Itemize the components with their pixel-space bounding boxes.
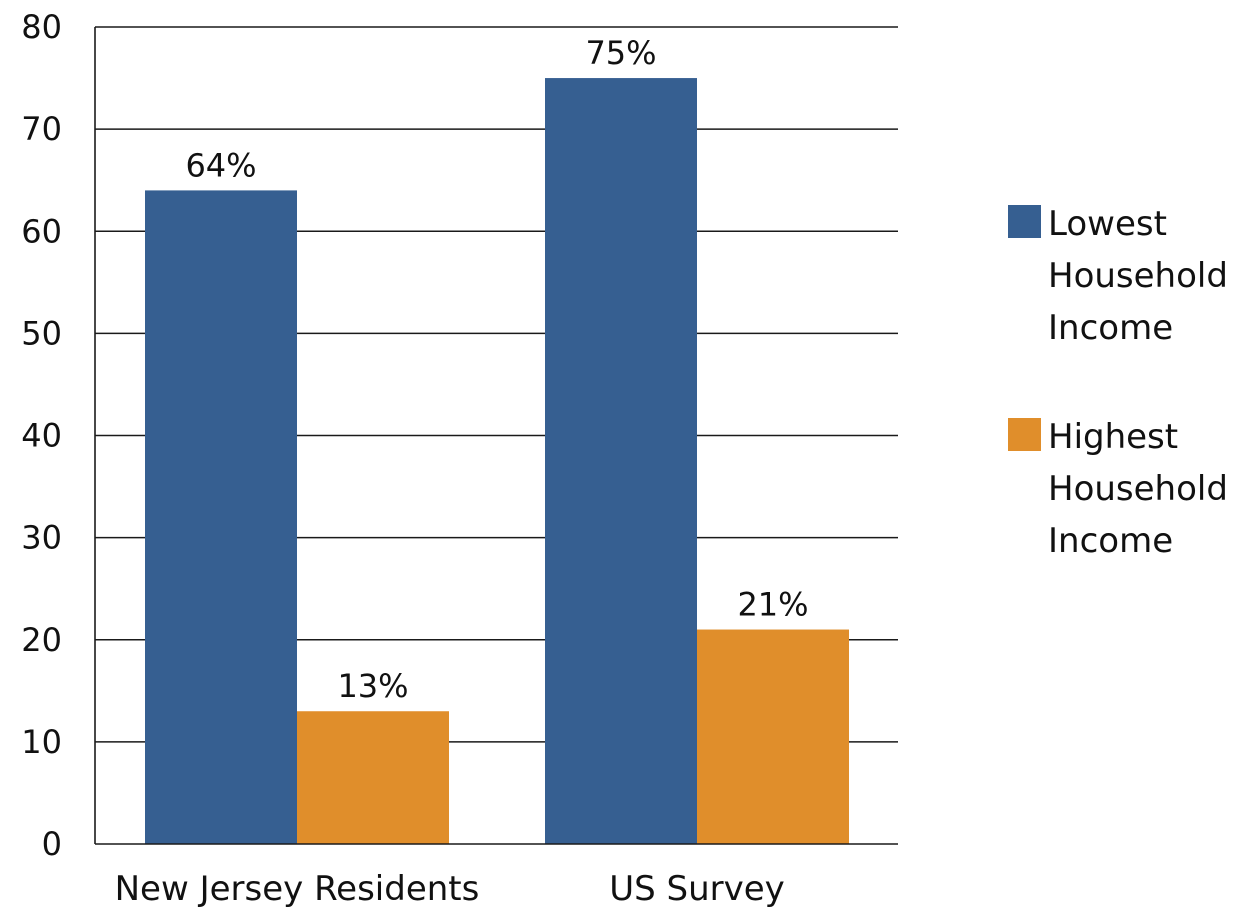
bar-highest-us-survey (697, 629, 849, 844)
legend-label: Income (1048, 521, 1173, 561)
legend-label: Highest (1048, 417, 1178, 457)
bar-highest-new-jersey (297, 711, 449, 844)
bar-value-label: 21% (737, 586, 808, 624)
legend: Lowest Household Income Highest Household Inc… (1008, 204, 1228, 561)
y-tick-label: 20 (21, 621, 62, 659)
x-tick-label: New Jersey Residents (115, 869, 480, 909)
bar-value-label: 75% (585, 34, 656, 72)
bar-lowest-us-survey (545, 78, 697, 844)
legend-label: Household (1048, 469, 1228, 509)
y-tick-label: 0 (42, 825, 62, 863)
data-labels: 64% 13% 75% 21% (185, 34, 808, 705)
x-tick-labels: New Jersey Residents US Survey (115, 869, 785, 909)
y-tick-label: 40 (21, 417, 62, 455)
x-tick-label: US Survey (609, 869, 785, 909)
bar-lowest-new-jersey (145, 190, 297, 844)
bar-value-label: 13% (337, 667, 408, 705)
y-tick-label: 80 (21, 8, 62, 46)
y-tick-label: 60 (21, 212, 62, 250)
y-tick-labels: 0 10 20 30 40 50 60 70 80 (21, 8, 62, 863)
y-tick-label: 30 (21, 519, 62, 557)
y-tick-label: 10 (21, 723, 62, 761)
legend-label: Household (1048, 256, 1228, 296)
legend-swatch (1008, 205, 1041, 238)
bars (145, 78, 849, 844)
y-tick-label: 70 (21, 110, 62, 148)
legend-label: Income (1048, 308, 1173, 348)
axes (94, 27, 898, 845)
bar-value-label: 64% (185, 146, 256, 184)
legend-label: Lowest (1048, 204, 1167, 244)
y-tick-label: 50 (21, 314, 62, 352)
legend-swatch (1008, 418, 1041, 451)
